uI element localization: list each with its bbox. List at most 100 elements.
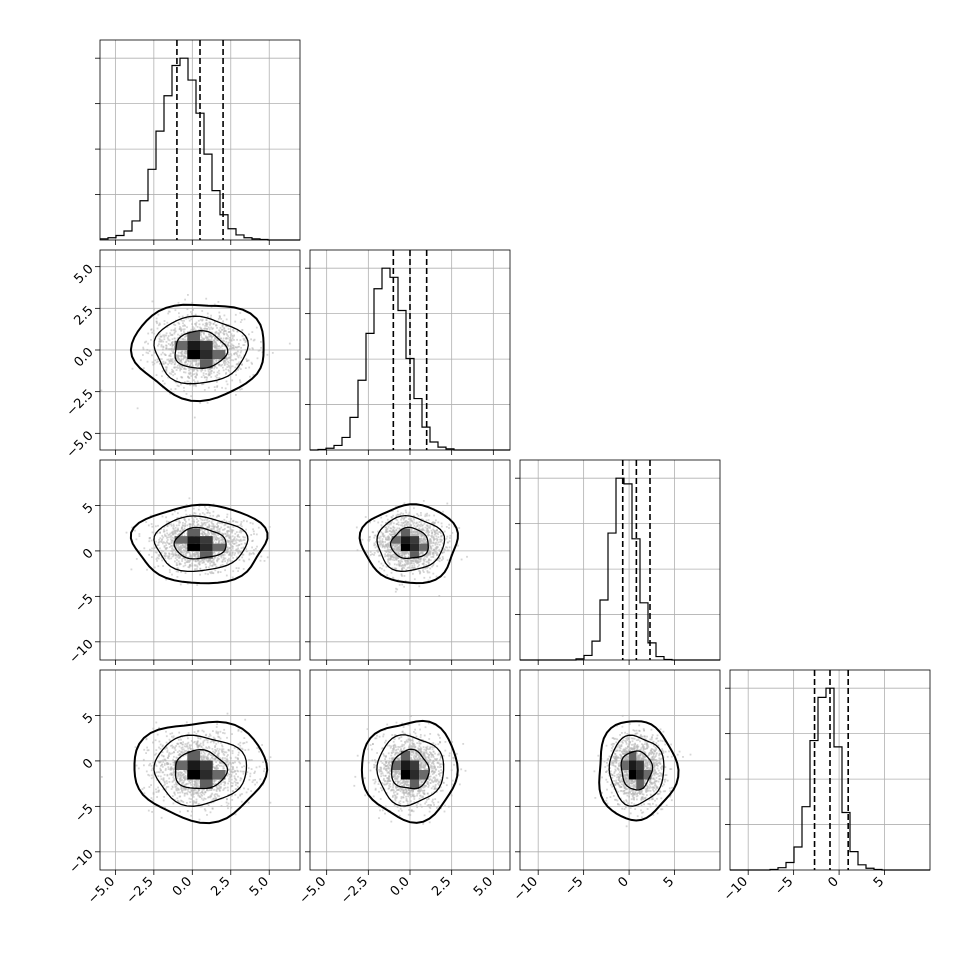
sample-point <box>178 530 181 533</box>
sample-point <box>199 805 202 808</box>
sample-point <box>416 513 419 515</box>
sample-point <box>429 551 432 553</box>
sample-point <box>411 564 414 567</box>
sample-point <box>243 539 246 541</box>
sample-point <box>383 545 385 548</box>
sample-point <box>220 742 222 744</box>
sample-point <box>433 550 436 553</box>
sample-point <box>183 527 186 530</box>
sample-point <box>168 738 171 741</box>
sample-point <box>214 569 217 572</box>
sample-point <box>193 379 195 382</box>
sample-point <box>168 372 171 375</box>
panel-frame-2-2 <box>519 459 721 661</box>
sample-point <box>226 337 229 340</box>
sample-point <box>215 538 218 541</box>
sample-point <box>393 556 396 559</box>
sample-point <box>189 565 191 568</box>
sample-point <box>211 552 214 555</box>
sample-point <box>171 781 174 783</box>
sample-point <box>209 758 212 761</box>
sample-point <box>234 366 237 369</box>
sample-point <box>199 756 202 759</box>
sample-point <box>214 345 217 347</box>
scatter-panel-2-1 <box>305 459 511 665</box>
sample-point <box>185 335 188 337</box>
sample-point <box>172 768 175 771</box>
sample-point <box>390 522 393 524</box>
sample-point <box>199 568 202 570</box>
sample-point <box>212 561 215 564</box>
sample-point <box>386 574 389 576</box>
sample-point <box>428 558 430 561</box>
sample-point <box>389 557 392 560</box>
histogram-panel-1 <box>305 249 511 455</box>
sample-point <box>200 328 202 331</box>
sample-point <box>226 736 228 739</box>
sample-point <box>168 310 171 313</box>
sample-point <box>228 365 230 368</box>
sample-point <box>410 570 412 573</box>
sample-point <box>185 358 188 361</box>
sample-point <box>190 313 193 315</box>
sample-point <box>381 520 384 523</box>
sample-point <box>230 781 233 784</box>
sample-point <box>169 392 171 395</box>
sample-point <box>198 561 201 564</box>
sample-point <box>238 540 241 543</box>
sample-point <box>231 540 234 543</box>
sample-point <box>165 332 168 335</box>
sample-point <box>227 772 229 775</box>
sample-point <box>184 545 187 548</box>
sample-point <box>226 760 229 763</box>
sample-point <box>210 531 213 534</box>
sample-point <box>145 521 148 523</box>
sample-point <box>215 346 218 349</box>
sample-point <box>189 514 191 516</box>
sample-point <box>430 535 433 537</box>
sample-point <box>249 775 252 778</box>
sample-point <box>220 556 223 559</box>
sample-point <box>397 560 400 562</box>
sample-point <box>163 546 166 548</box>
sample-point <box>394 547 397 550</box>
sample-point <box>230 774 233 777</box>
density-core-1-0-6 <box>187 331 200 341</box>
sample-point <box>180 333 183 335</box>
sample-point <box>179 337 182 340</box>
sample-point <box>158 554 161 556</box>
sample-point <box>206 325 208 327</box>
sample-point <box>225 380 228 383</box>
sample-point <box>151 556 153 558</box>
sample-point <box>429 559 432 562</box>
sample-point <box>398 548 401 551</box>
sample-point <box>176 555 179 558</box>
sample-point <box>409 518 412 521</box>
sample-point <box>183 390 185 392</box>
sample-point <box>182 557 185 559</box>
sample-point <box>373 544 376 547</box>
sample-point <box>240 364 243 366</box>
sample-point <box>159 323 161 326</box>
sample-point <box>422 542 425 545</box>
sample-point <box>212 536 214 539</box>
sample-point <box>191 323 193 325</box>
sample-point <box>197 363 199 366</box>
sample-point <box>217 348 219 350</box>
sample-point <box>440 532 442 535</box>
sample-point <box>201 530 204 533</box>
sample-point <box>230 339 233 342</box>
sample-point <box>369 554 372 556</box>
sample-point <box>206 529 209 532</box>
sample-point <box>163 528 165 531</box>
sample-point <box>260 346 262 349</box>
sample-point <box>373 536 376 539</box>
sample-point <box>235 548 238 551</box>
sample-point <box>213 365 216 368</box>
sample-point <box>408 511 411 514</box>
sample-point <box>192 309 194 311</box>
sample-point <box>419 552 422 554</box>
sample-point <box>228 540 231 542</box>
sample-point <box>441 525 443 528</box>
sample-point <box>419 525 422 528</box>
